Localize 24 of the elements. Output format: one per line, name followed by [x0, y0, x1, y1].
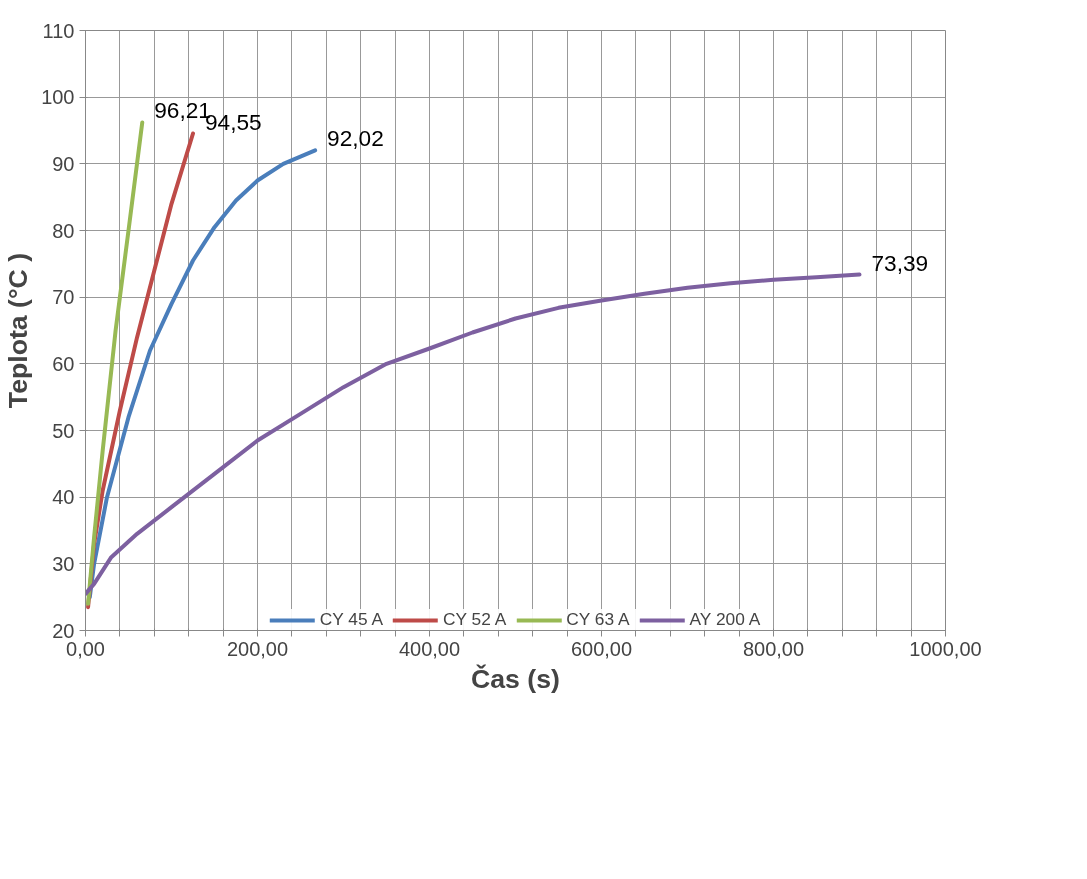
line-series	[86, 120, 145, 606]
legend-label: CY 45 A	[319, 609, 384, 630]
annotation: 73,39	[871, 249, 929, 276]
y-tick-label: 40	[52, 486, 75, 509]
legend-label: AY 200 A	[689, 609, 761, 630]
y-tick-label: 80	[52, 219, 75, 242]
y-tick-label: 70	[52, 286, 75, 309]
annotation: 92,02	[327, 125, 384, 152]
x-tick-label: 600,00	[570, 637, 633, 660]
y-axis-title: Teplota (°C )	[3, 252, 34, 409]
legend-label: CY 63 A	[566, 609, 630, 630]
x-tick-label: 1000,00	[909, 637, 982, 660]
y-tick-label: 60	[52, 352, 75, 375]
y-tick-label: 50	[52, 419, 75, 442]
x-tick-label: 400,00	[398, 637, 461, 660]
y-tick-label: 100	[41, 86, 75, 109]
line-series	[85, 272, 862, 596]
x-tick-label: 800,00	[742, 637, 805, 660]
y-tick-label: 110	[42, 19, 75, 42]
y-tick-label: 90	[52, 152, 75, 175]
y-tick-label: 30	[52, 552, 75, 575]
legend-label: CY 52 A	[443, 609, 507, 630]
x-axis-title: Čas (s)	[471, 663, 560, 694]
x-tick-label: 200,00	[226, 637, 289, 660]
